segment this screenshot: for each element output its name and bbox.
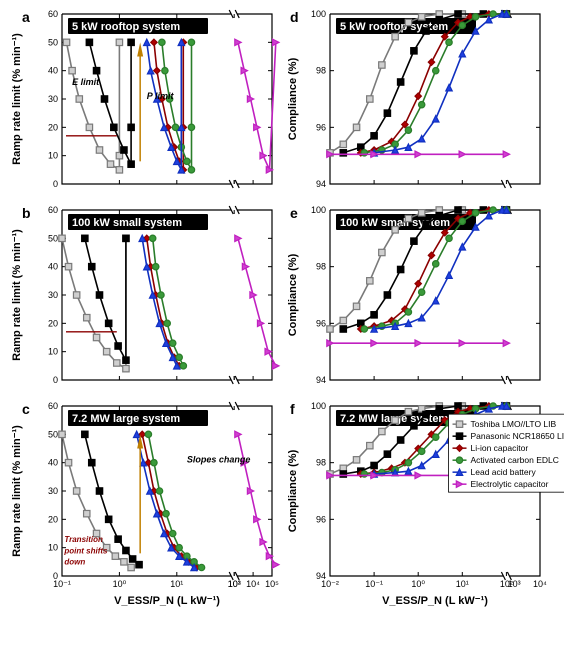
y-title-left: Ramp rate limit (% min⁻¹): [11, 229, 23, 361]
banner-text: 7.2 MW large system: [72, 413, 180, 425]
svg-text:96: 96: [316, 514, 326, 524]
svg-text:10: 10: [48, 347, 58, 357]
svg-text:60: 60: [48, 9, 58, 19]
svg-text:98: 98: [316, 262, 326, 272]
panel-a: a 5 kW rooftop system 0 10 20 30 40 50 60 E limit…: [22, 9, 279, 189]
svg-text:down: down: [64, 558, 85, 567]
svg-text:b: b: [22, 205, 31, 221]
svg-text:10⁵: 10⁵: [265, 579, 279, 589]
svg-text:10⁻¹: 10⁻¹: [53, 579, 71, 589]
svg-text:10: 10: [48, 543, 58, 553]
svg-text:94: 94: [316, 179, 326, 189]
svg-text:Li-ion capacitor: Li-ion capacitor: [471, 443, 529, 453]
svg-text:50: 50: [48, 233, 58, 243]
svg-text:Transition: Transition: [64, 535, 103, 544]
svg-text:20: 20: [48, 514, 58, 524]
svg-text:100: 100: [311, 9, 326, 19]
svg-text:10¹: 10¹: [456, 579, 469, 589]
svg-text:f: f: [290, 401, 295, 417]
svg-text:40: 40: [48, 262, 58, 272]
panel-b: b 100 kW small system 0 10 20 30 40 50 60: [22, 205, 279, 385]
y-title-left: Ramp rate limit (% min⁻¹): [11, 33, 23, 165]
svg-text:Lead acid battery: Lead acid battery: [471, 467, 537, 477]
panel-d: d 5 kW rooftop system 94 96 98 100: [290, 9, 540, 189]
svg-text:40: 40: [48, 458, 58, 468]
legend: Toshiba LMO//LTO LIB Panasonic NCR18650 L…: [449, 414, 564, 492]
svg-text:30: 30: [48, 486, 58, 496]
svg-text:98: 98: [316, 66, 326, 76]
svg-text:40: 40: [48, 66, 58, 76]
svg-text:Toshiba LMO//LTO LIB: Toshiba LMO//LTO LIB: [471, 419, 557, 429]
svg-text:10³: 10³: [228, 579, 241, 589]
svg-text:P limit: P limit: [147, 91, 175, 101]
banner-text: 100 kW small system: [72, 217, 182, 229]
svg-text:96: 96: [316, 122, 326, 132]
banner-text: 5 kW rooftop system: [340, 21, 448, 33]
svg-text:Slopes change: Slopes change: [187, 455, 251, 465]
svg-text:100: 100: [311, 205, 326, 215]
y-title-left: Ramp rate limit (% min⁻¹): [11, 425, 23, 557]
svg-text:96: 96: [316, 318, 326, 328]
svg-text:c: c: [22, 401, 30, 417]
svg-text:10³: 10³: [508, 579, 521, 589]
svg-text:50: 50: [48, 37, 58, 47]
svg-text:point shifts: point shifts: [63, 546, 108, 555]
svg-text:20: 20: [48, 318, 58, 328]
svg-text:10⁴: 10⁴: [246, 579, 260, 589]
svg-text:10⁰: 10⁰: [113, 579, 127, 589]
figure-svg: a 5 kW rooftop system 0 10 20 30 40 50 60 E limit…: [0, 0, 564, 654]
svg-text:30: 30: [48, 94, 58, 104]
svg-text:10⁴: 10⁴: [533, 579, 547, 589]
svg-text:Activated carbon EDLC: Activated carbon EDLC: [471, 455, 559, 465]
svg-text:d: d: [290, 9, 299, 25]
x-title-left: V_ESS/P_N (L kW⁻¹): [114, 595, 220, 607]
banner-text: 5 kW rooftop system: [72, 21, 180, 33]
panel-c: c7.2 MW large system010203040506010⁻¹10⁰…: [22, 401, 279, 589]
svg-text:50: 50: [48, 429, 58, 439]
y-title-right: Compliance (%): [287, 449, 299, 532]
svg-text:94: 94: [316, 375, 326, 385]
svg-text:0: 0: [53, 179, 58, 189]
svg-text:10⁻²: 10⁻²: [321, 579, 339, 589]
svg-text:98: 98: [316, 458, 326, 468]
y-title-right: Compliance (%): [287, 57, 299, 140]
x-title-right: V_ESS/P_N (L kW⁻¹): [382, 595, 488, 607]
svg-text:10¹: 10¹: [170, 579, 183, 589]
svg-text:30: 30: [48, 290, 58, 300]
svg-text:60: 60: [48, 401, 58, 411]
svg-text:Electrolytic capacitor: Electrolytic capacitor: [471, 479, 549, 489]
svg-text:20: 20: [48, 122, 58, 132]
svg-text:a: a: [22, 9, 30, 25]
svg-text:10: 10: [48, 151, 58, 161]
svg-text:e: e: [290, 205, 298, 221]
svg-text:10⁻¹: 10⁻¹: [365, 579, 383, 589]
svg-text:10⁰: 10⁰: [411, 579, 425, 589]
panel-f: f7.2 MW large system94969810010⁻²10⁻¹10⁰…: [290, 401, 564, 589]
svg-text:100: 100: [311, 401, 326, 411]
panel-e: e100 kW small system949698100: [290, 205, 540, 385]
svg-text:60: 60: [48, 205, 58, 215]
svg-text:E limit: E limit: [72, 77, 100, 87]
svg-text:0: 0: [53, 375, 58, 385]
svg-text:Panasonic NCR18650 LIB: Panasonic NCR18650 LIB: [471, 431, 564, 441]
y-title-right: Compliance (%): [287, 253, 299, 336]
